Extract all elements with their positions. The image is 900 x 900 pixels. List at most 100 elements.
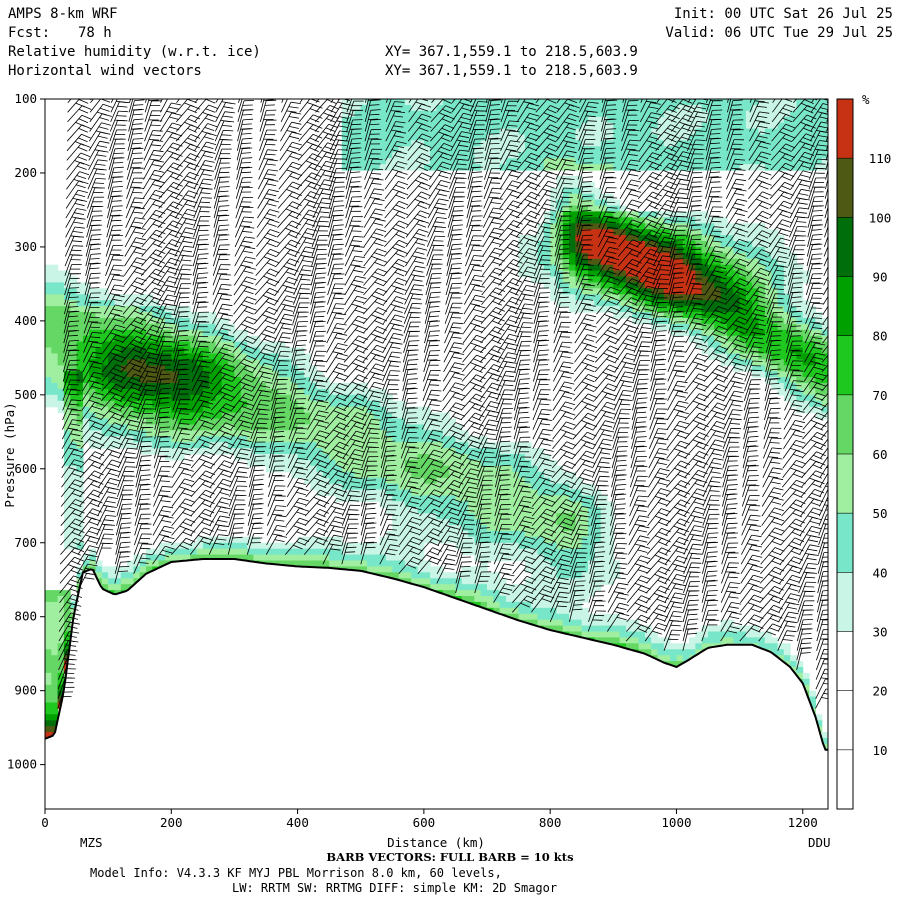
wind-barb xyxy=(573,403,589,421)
wind-barb-feather xyxy=(392,342,403,345)
wind-barb-feather xyxy=(511,296,522,302)
wind-barb xyxy=(289,379,297,401)
wind-barb-feather xyxy=(546,147,557,152)
wind-barb-feather xyxy=(490,367,500,373)
wind-barb xyxy=(419,489,435,507)
wind-barb xyxy=(154,388,161,411)
wind-barb-feather xyxy=(168,285,179,289)
wind-barb-feather xyxy=(472,195,483,198)
wind-barb-feather xyxy=(495,307,505,312)
wind-barb-feather xyxy=(69,301,80,303)
wind-barb-feather xyxy=(469,444,480,449)
wind-barb xyxy=(326,303,337,324)
wind-barb-feather xyxy=(490,202,501,204)
wind-barb-feather xyxy=(508,164,519,168)
wind-barb-feather xyxy=(445,114,455,120)
wind-barb xyxy=(531,528,547,546)
wind-barb-feather xyxy=(89,287,100,289)
wind-barb-feather xyxy=(206,90,215,94)
wind-barb xyxy=(551,499,567,517)
wind-barb xyxy=(268,456,276,478)
wind-barb-feather xyxy=(415,232,426,237)
wind-barb xyxy=(342,421,358,440)
wind-barb xyxy=(422,390,432,411)
wind-barb-feather xyxy=(430,453,441,458)
wind-barb xyxy=(60,489,76,507)
wind-barb-feather xyxy=(385,450,396,452)
wind-barb xyxy=(305,460,321,478)
wind-barb xyxy=(65,180,80,200)
wind-barb-feather xyxy=(523,289,534,292)
wind-barb xyxy=(429,133,445,152)
wind-barb xyxy=(258,159,269,180)
wind-barb xyxy=(171,458,185,478)
wind-barb-feather xyxy=(395,224,406,229)
wind-barb xyxy=(306,430,320,450)
wind-barb-feather xyxy=(89,258,100,260)
wind-barb xyxy=(174,209,188,228)
wind-barb-feather xyxy=(225,363,235,368)
wind-barb-feather xyxy=(93,480,104,485)
wind-barb-feather xyxy=(560,346,571,348)
wind-barb-feather xyxy=(558,370,569,373)
wind-barb xyxy=(577,158,585,180)
wind-barb-feather xyxy=(69,292,81,294)
wind-barb-feather xyxy=(559,272,570,275)
wind-barb-feather xyxy=(495,257,505,262)
wind-barb-feather xyxy=(78,128,88,133)
wind-barb-feather xyxy=(501,426,512,428)
wind-barb xyxy=(101,354,117,373)
wind-barb-feather xyxy=(428,560,439,565)
wind-barb xyxy=(107,177,114,199)
wind-barb-feather xyxy=(247,345,257,351)
wind-barb xyxy=(497,324,511,344)
wind-barb xyxy=(425,264,433,286)
wind-barb xyxy=(513,408,520,430)
wind-barb-feather xyxy=(455,382,465,386)
wind-barb-feather xyxy=(523,559,533,565)
wind-barb-feather xyxy=(567,141,578,145)
wind-barb xyxy=(420,449,434,469)
wind-barb xyxy=(287,448,298,469)
wind-barb xyxy=(381,398,389,421)
wind-barb-feather xyxy=(252,508,263,510)
wind-barb xyxy=(254,278,271,296)
wind-barb xyxy=(380,495,388,517)
wind-barb-feather xyxy=(428,315,440,318)
wind-barb-feather xyxy=(353,269,364,273)
wind-barb xyxy=(86,225,93,248)
wind-barb-feather xyxy=(180,408,191,410)
wind-barb xyxy=(464,265,475,286)
wind-barb-feather xyxy=(527,136,538,141)
wind-barb-feather xyxy=(540,433,551,436)
wind-barb-feather xyxy=(559,591,570,594)
wind-barb xyxy=(450,112,464,132)
wind-barb xyxy=(87,178,97,199)
wind-barb xyxy=(99,441,114,459)
wind-barb xyxy=(481,257,496,277)
wind-barb-feather xyxy=(405,387,416,390)
wind-barb xyxy=(326,323,338,344)
wind-barb-feather xyxy=(232,527,244,529)
wind-barb-feather xyxy=(113,254,124,257)
wind-barb-feather xyxy=(539,311,550,313)
wind-barb-feather xyxy=(372,376,382,381)
wind-barb-feather xyxy=(90,356,101,359)
wind-barb-feather xyxy=(173,191,183,197)
wind-barb-feather xyxy=(133,300,144,306)
wind-barb xyxy=(313,160,327,180)
wind-barb-feather xyxy=(67,408,78,410)
wind-barb-feather xyxy=(179,545,189,550)
wind-barb-feather xyxy=(315,301,326,303)
wind-barb-feather xyxy=(113,264,124,267)
wind-barb-feather xyxy=(72,419,83,422)
wind-barb-feather xyxy=(427,320,438,322)
wind-barb-feather xyxy=(256,422,267,425)
wind-barb-feather xyxy=(351,381,362,387)
wind-barb-feather xyxy=(169,146,180,151)
wind-barb-feather xyxy=(202,483,212,489)
wind-barb-feather xyxy=(219,492,230,496)
wind-barb-feather xyxy=(539,359,550,361)
wind-barb xyxy=(458,468,471,488)
wind-barb xyxy=(252,344,267,363)
